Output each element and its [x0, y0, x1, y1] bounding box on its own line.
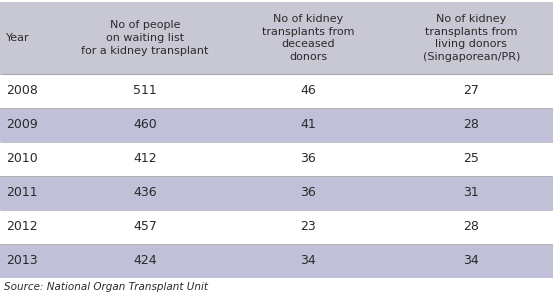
- Text: 31: 31: [463, 187, 479, 200]
- Text: 2010: 2010: [6, 152, 38, 166]
- Text: No of people
on waiting list
for a kidney transplant: No of people on waiting list for a kidne…: [81, 20, 209, 56]
- Text: 34: 34: [300, 254, 316, 268]
- Text: Source: National Organ Transplant Unit: Source: National Organ Transplant Unit: [4, 282, 208, 292]
- Text: 28: 28: [463, 220, 479, 233]
- Text: 41: 41: [300, 118, 316, 131]
- Text: 412: 412: [133, 152, 157, 166]
- Text: 511: 511: [133, 85, 157, 98]
- Text: 2011: 2011: [6, 187, 38, 200]
- Text: 27: 27: [463, 85, 479, 98]
- Text: 436: 436: [133, 187, 157, 200]
- Bar: [0, 2, 553, 74]
- Text: 457: 457: [133, 220, 157, 233]
- Text: 23: 23: [300, 220, 316, 233]
- Text: 28: 28: [463, 118, 479, 131]
- Text: 2008: 2008: [6, 85, 38, 98]
- Text: Year: Year: [6, 33, 30, 43]
- Bar: [0, 142, 553, 176]
- Text: 46: 46: [300, 85, 316, 98]
- Text: 36: 36: [300, 152, 316, 166]
- Text: 36: 36: [300, 187, 316, 200]
- Text: 25: 25: [463, 152, 479, 166]
- Bar: [0, 210, 553, 244]
- Text: 2009: 2009: [6, 118, 38, 131]
- Text: No of kidney
transplants from
living donors
(Singaporean/PR): No of kidney transplants from living don…: [422, 14, 520, 62]
- Text: 34: 34: [463, 254, 479, 268]
- Text: No of kidney
transplants from
deceased
donors: No of kidney transplants from deceased d…: [262, 14, 354, 62]
- Bar: [0, 74, 553, 108]
- Text: 424: 424: [133, 254, 157, 268]
- Bar: [0, 244, 553, 278]
- Text: 2013: 2013: [6, 254, 38, 268]
- Bar: [0, 176, 553, 210]
- Bar: [0, 108, 553, 142]
- Text: 2012: 2012: [6, 220, 38, 233]
- Text: 460: 460: [133, 118, 157, 131]
